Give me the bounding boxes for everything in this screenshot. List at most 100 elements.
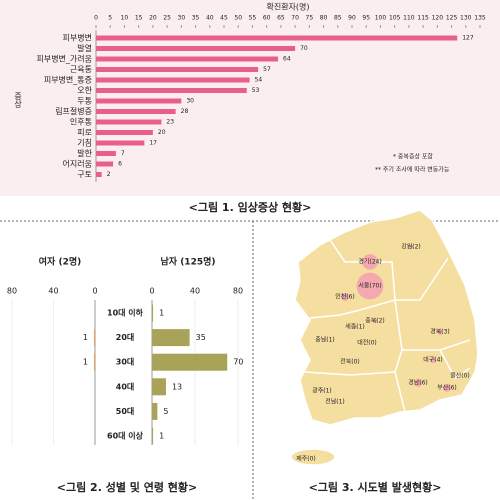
bar [96, 98, 182, 104]
y-axis-title: 증상 [13, 92, 22, 108]
category-label: 20대 [116, 332, 135, 342]
x-tick-label: 120 [432, 15, 444, 22]
region-marker [372, 318, 378, 324]
region-marker [353, 325, 357, 329]
y-tick-label: 오한 [77, 86, 92, 95]
x-tick-label: 135 [474, 15, 486, 22]
value-label: 28 [181, 108, 189, 115]
x-tick-label: 80 [320, 15, 328, 22]
x-tick-label: 50 [234, 15, 242, 22]
value-label: 70 [233, 358, 243, 367]
region-label: 부산(6) [437, 384, 457, 392]
x-tick-label: 20 [149, 15, 157, 22]
value-label: 57 [263, 66, 271, 73]
region-marker [362, 254, 378, 270]
y-tick-label: 발한 [77, 148, 92, 158]
x-axis-title: 확진환자(명) [266, 2, 309, 12]
y-tick-label: 발열 [77, 43, 92, 53]
x-tick-label: 110 [403, 15, 415, 22]
region-marker [356, 272, 384, 300]
bar [96, 67, 259, 72]
value-label: 13 [172, 382, 182, 391]
x-tick-label: 65 [277, 15, 285, 22]
x-tick-label: 0 [149, 287, 154, 296]
region-label: 충남(1) [315, 336, 335, 344]
region-label: 인천(6) [335, 293, 355, 301]
category-label: 50대 [116, 406, 135, 416]
bar [96, 161, 114, 167]
region-marker [408, 244, 414, 250]
region-marker [320, 389, 324, 393]
bar [96, 35, 458, 41]
region-label: 강원(2) [401, 243, 421, 251]
x-tick-label: 0 [94, 15, 98, 22]
y-tick-label: 피부병변_통증 [44, 75, 92, 85]
x-tick-label: 80 [7, 287, 17, 296]
bar [96, 151, 116, 156]
x-tick-label: 25 [163, 15, 171, 22]
value-label: 30 [186, 98, 194, 105]
region-label: 경북(3) [430, 329, 450, 336]
bar [152, 329, 190, 347]
bar [152, 304, 154, 322]
chart-background [0, 0, 500, 196]
category-label: 40대 [116, 381, 135, 391]
value-label: 1 [159, 432, 164, 441]
region-label: 광주(1) [312, 388, 332, 395]
caption: <그림 1. 임상증상 현황> [189, 200, 312, 214]
value-label: 5 [163, 407, 168, 416]
bar [96, 56, 279, 62]
value-label: 20 [158, 129, 166, 136]
region-label: 경남(6) [408, 379, 428, 387]
note: ** 주기 조사에 따라 변동가능 [375, 166, 450, 174]
x-tick-label: 130 [460, 15, 472, 22]
x-tick-label: 55 [249, 15, 257, 22]
y-tick-label: 두통 [77, 97, 92, 106]
x-tick-label: 70 [291, 15, 299, 22]
legend-label: 남자 (125명) [161, 256, 216, 268]
value-label: 17 [149, 140, 157, 147]
x-tick-label: 60 [263, 15, 271, 22]
value-label: 7 [121, 150, 125, 157]
value-label: 1 [83, 333, 88, 342]
region-label: 서울(70) [358, 282, 381, 290]
y-tick-label: 어지러움 [63, 159, 92, 169]
y-tick-label: 피부병변 [63, 33, 92, 43]
y-tick-label: 기침 [77, 139, 92, 148]
y-tick-label: 구토 [77, 170, 92, 179]
region-marker [429, 356, 437, 364]
x-tick-label: 40 [206, 15, 214, 22]
region-marker [437, 329, 443, 335]
x-tick-label: 10 [121, 15, 129, 22]
x-tick-label: 40 [190, 287, 200, 296]
region-marker [333, 400, 337, 404]
region-label: 제주(0) [296, 455, 316, 463]
caption: <그림 2. 성별 및 연령 현황> [57, 480, 198, 494]
note: * 중복증상 포함 [393, 153, 433, 161]
x-tick-label: 100 [375, 15, 387, 22]
x-tick-label: 5 [108, 15, 112, 22]
region-marker [341, 293, 349, 301]
region-label: 세종(1) [345, 323, 365, 331]
bar [93, 353, 95, 371]
category-label: 30대 [116, 357, 135, 367]
region-label: 경기(24) [358, 258, 381, 266]
x-tick-label: 125 [446, 15, 458, 22]
y-tick-label: 인후통 [70, 117, 92, 127]
y-tick-label: 근육통 [70, 65, 92, 74]
region-label: 대구(4) [423, 356, 443, 364]
bar [96, 140, 145, 146]
bar [152, 402, 158, 420]
x-tick-label: 30 [178, 15, 186, 22]
value-label: 35 [196, 333, 206, 342]
y-tick-label: 림프절병증 [55, 106, 92, 116]
x-tick-label: 15 [135, 15, 143, 22]
value-label: 1 [83, 358, 88, 367]
value-label: 1 [159, 309, 164, 318]
region-label: 충북(2) [365, 317, 385, 325]
x-tick-label: 45 [220, 15, 228, 22]
region-marker [323, 338, 327, 342]
x-tick-label: 35 [192, 15, 200, 22]
category-label: 10대 이하 [107, 308, 144, 318]
